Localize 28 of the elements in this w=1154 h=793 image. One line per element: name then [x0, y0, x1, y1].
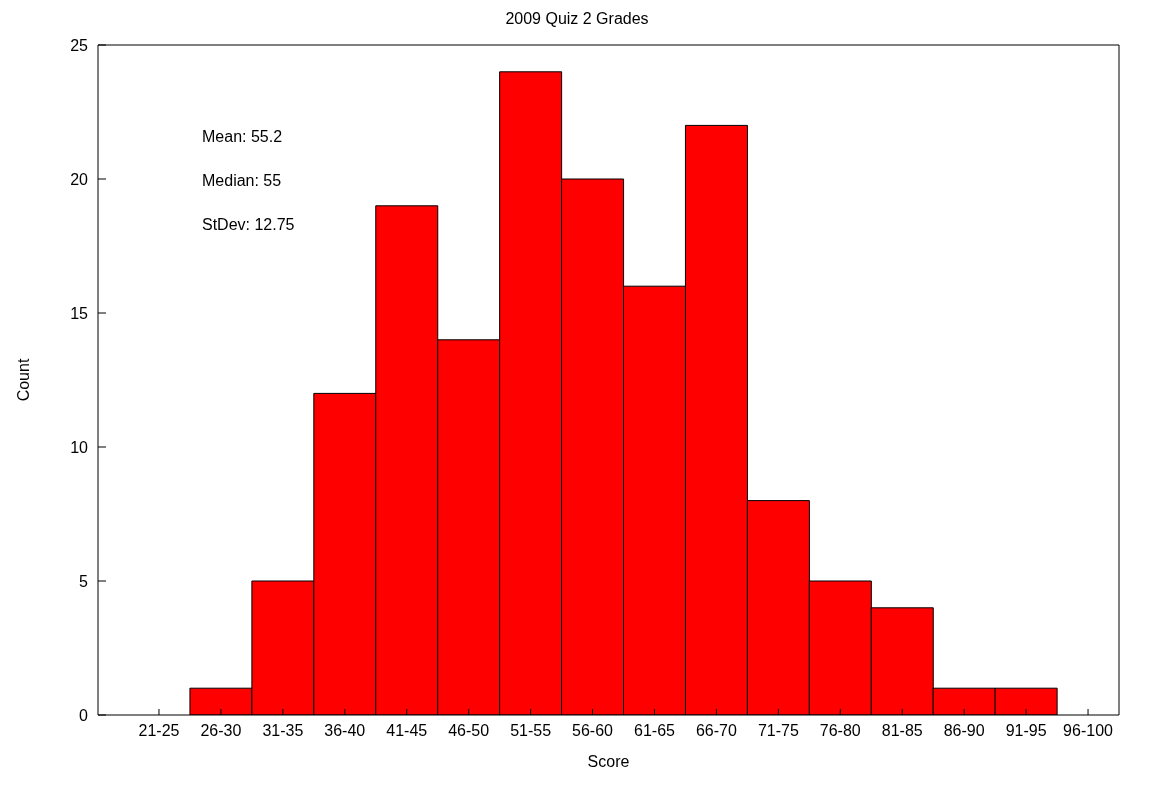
y-tick-label: 15	[70, 304, 89, 322]
x-tick-label: 51-55	[510, 722, 552, 740]
x-tick-label: 36-40	[324, 722, 366, 740]
y-tick-label: 0	[79, 706, 89, 724]
y-tick-label: 20	[70, 170, 89, 188]
y-axis-title: Count	[14, 358, 32, 402]
x-axis-title: Score	[587, 753, 630, 770]
x-tick-label: 61-65	[634, 722, 676, 740]
x-tick-label: 26-30	[200, 722, 242, 740]
x-tick-label: 56-60	[572, 722, 614, 740]
x-tick-label: 86-90	[943, 722, 985, 740]
x-tick-label: 41-45	[386, 722, 428, 740]
y-tick-label: 5	[79, 572, 89, 590]
x-tick-label: 96-100	[1063, 722, 1114, 740]
annotation: StDev: 12.75	[202, 216, 295, 234]
x-tick-label: 46-50	[448, 722, 490, 740]
x-tick-label: 81-85	[881, 722, 923, 740]
y-tick-label: 10	[70, 438, 89, 456]
x-tick-label: 76-80	[819, 722, 861, 740]
chart-title: 2009 Quiz 2 Grades	[504, 10, 650, 28]
annotation: Mean: 55.2	[202, 128, 283, 146]
annotation: Median: 55	[202, 172, 282, 190]
x-tick-label: 91-95	[1005, 722, 1047, 740]
x-tick-label: 31-35	[262, 722, 304, 740]
y-tick-label: 25	[70, 36, 89, 54]
x-tick-label: 21-25	[138, 722, 180, 740]
x-tick-label: 71-75	[757, 722, 799, 740]
x-tick-label: 66-70	[695, 722, 737, 740]
